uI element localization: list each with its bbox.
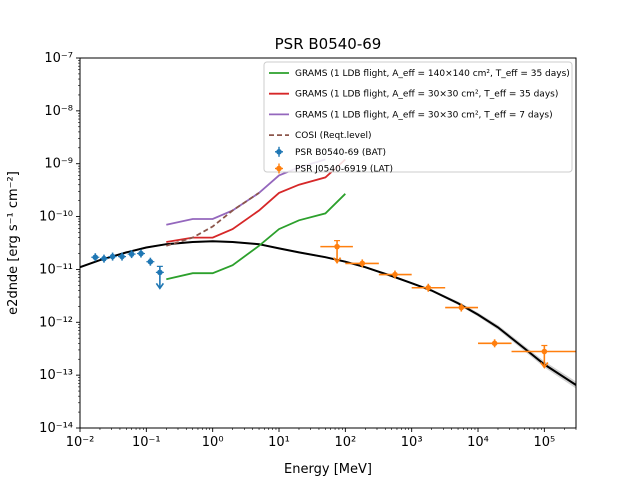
chart-title: PSR B0540-69: [275, 35, 382, 53]
series-line-1: [166, 158, 346, 243]
data-marker: [128, 251, 135, 257]
data-point-4-3: [118, 252, 127, 261]
y-axis-label: e2dnde [erg s⁻¹ cm⁻²]: [6, 171, 21, 315]
data-marker: [147, 258, 154, 265]
data-point-5-4: [445, 303, 479, 312]
upper-limit-arrow: [540, 362, 549, 369]
data-point-4-0: [91, 253, 100, 262]
data-marker: [157, 269, 163, 276]
data-marker: [138, 250, 144, 257]
data-marker: [458, 304, 465, 311]
data-marker: [119, 253, 125, 260]
data-point-5-0: [320, 240, 353, 265]
legend-label: PSR B0540-69 (BAT): [295, 148, 386, 158]
data-point-5-1: [345, 259, 379, 268]
y-tick-label: 10⁻¹¹: [39, 262, 73, 277]
legend-item-2: GRAMS (1 LDB flight, A_eff = 30×30 cm², …: [269, 110, 553, 120]
x-tick-label: 10²: [334, 435, 356, 450]
data-marker: [109, 253, 116, 260]
model-curve: [80, 240, 576, 386]
legend-box: [263, 61, 573, 173]
x-tick-label: 10⁻¹: [132, 435, 161, 450]
x-tick-label: 10⁵: [533, 435, 555, 450]
y-tick-label: 10⁻¹²: [39, 315, 73, 330]
upper-limit-arrow: [332, 257, 342, 265]
x-tick-label: 10⁻²: [66, 435, 95, 450]
data-point-4-7: [155, 265, 165, 290]
y-tick-label: 10⁻⁸: [44, 104, 73, 119]
legend-item-3: COSI (Reqt.level): [269, 131, 372, 141]
legend-item-1: GRAMS (1 LDB flight, A_eff = 30×30 cm², …: [269, 90, 558, 100]
data-point-5-2: [378, 270, 412, 279]
data-point-4-4: [127, 250, 136, 259]
data-marker: [392, 271, 398, 278]
plot-frame: [79, 57, 577, 429]
data-point-5-3: [411, 283, 446, 292]
y-tick-label: 10⁻⁷: [44, 51, 73, 66]
series-line-3: [166, 192, 260, 247]
legend-label: COSI (Reqt.level): [295, 131, 372, 141]
legend-label: PSR J0540-6919 (LAT): [295, 165, 393, 175]
legend-item-0: GRAMS (1 LDB flight, A_eff = 140×140 cm²…: [269, 69, 570, 79]
legend-label: GRAMS (1 LDB flight, A_eff = 140×140 cm²…: [295, 69, 570, 79]
legend-item-5: PSR J0540-6919 (LAT): [275, 163, 393, 175]
data-point-5-6: [511, 344, 576, 369]
legend-swatch-marker: [276, 165, 282, 172]
data-point-5-5: [478, 339, 512, 348]
upper-limit-arrow: [155, 282, 165, 290]
data-point-4-2: [108, 252, 117, 261]
data-marker: [92, 254, 99, 261]
data-point-4-5: [136, 249, 145, 258]
x-axis-label: Energy [MeV]: [284, 462, 372, 477]
series-line-0: [166, 193, 346, 281]
data-marker: [425, 284, 432, 291]
data-point-4-1: [99, 254, 108, 263]
y-tick-label: 10⁻¹⁰: [39, 210, 73, 225]
data-marker: [334, 243, 340, 250]
y-tick-label: 10⁻¹⁴: [39, 421, 73, 436]
y-tick-label: 10⁻⁹: [44, 157, 73, 172]
legend-label: GRAMS (1 LDB flight, A_eff = 30×30 cm², …: [295, 90, 558, 100]
data-marker: [359, 260, 366, 267]
legend-label: GRAMS (1 LDB flight, A_eff = 30×30 cm², …: [295, 110, 553, 120]
x-tick-label: 10⁴: [467, 435, 489, 450]
y-tick-label: 10⁻¹³: [39, 368, 73, 383]
x-tick-label: 10⁰: [202, 435, 224, 450]
x-tick-label: 10³: [401, 435, 423, 450]
legend-swatch-marker: [276, 149, 282, 155]
x-tick-label: 10¹: [268, 435, 290, 450]
data-marker: [541, 348, 548, 355]
data-point-4-6: [146, 257, 155, 266]
legend-item-4: PSR B0540-69 (BAT): [275, 146, 386, 158]
data-marker: [101, 255, 107, 262]
data-marker: [491, 340, 498, 347]
